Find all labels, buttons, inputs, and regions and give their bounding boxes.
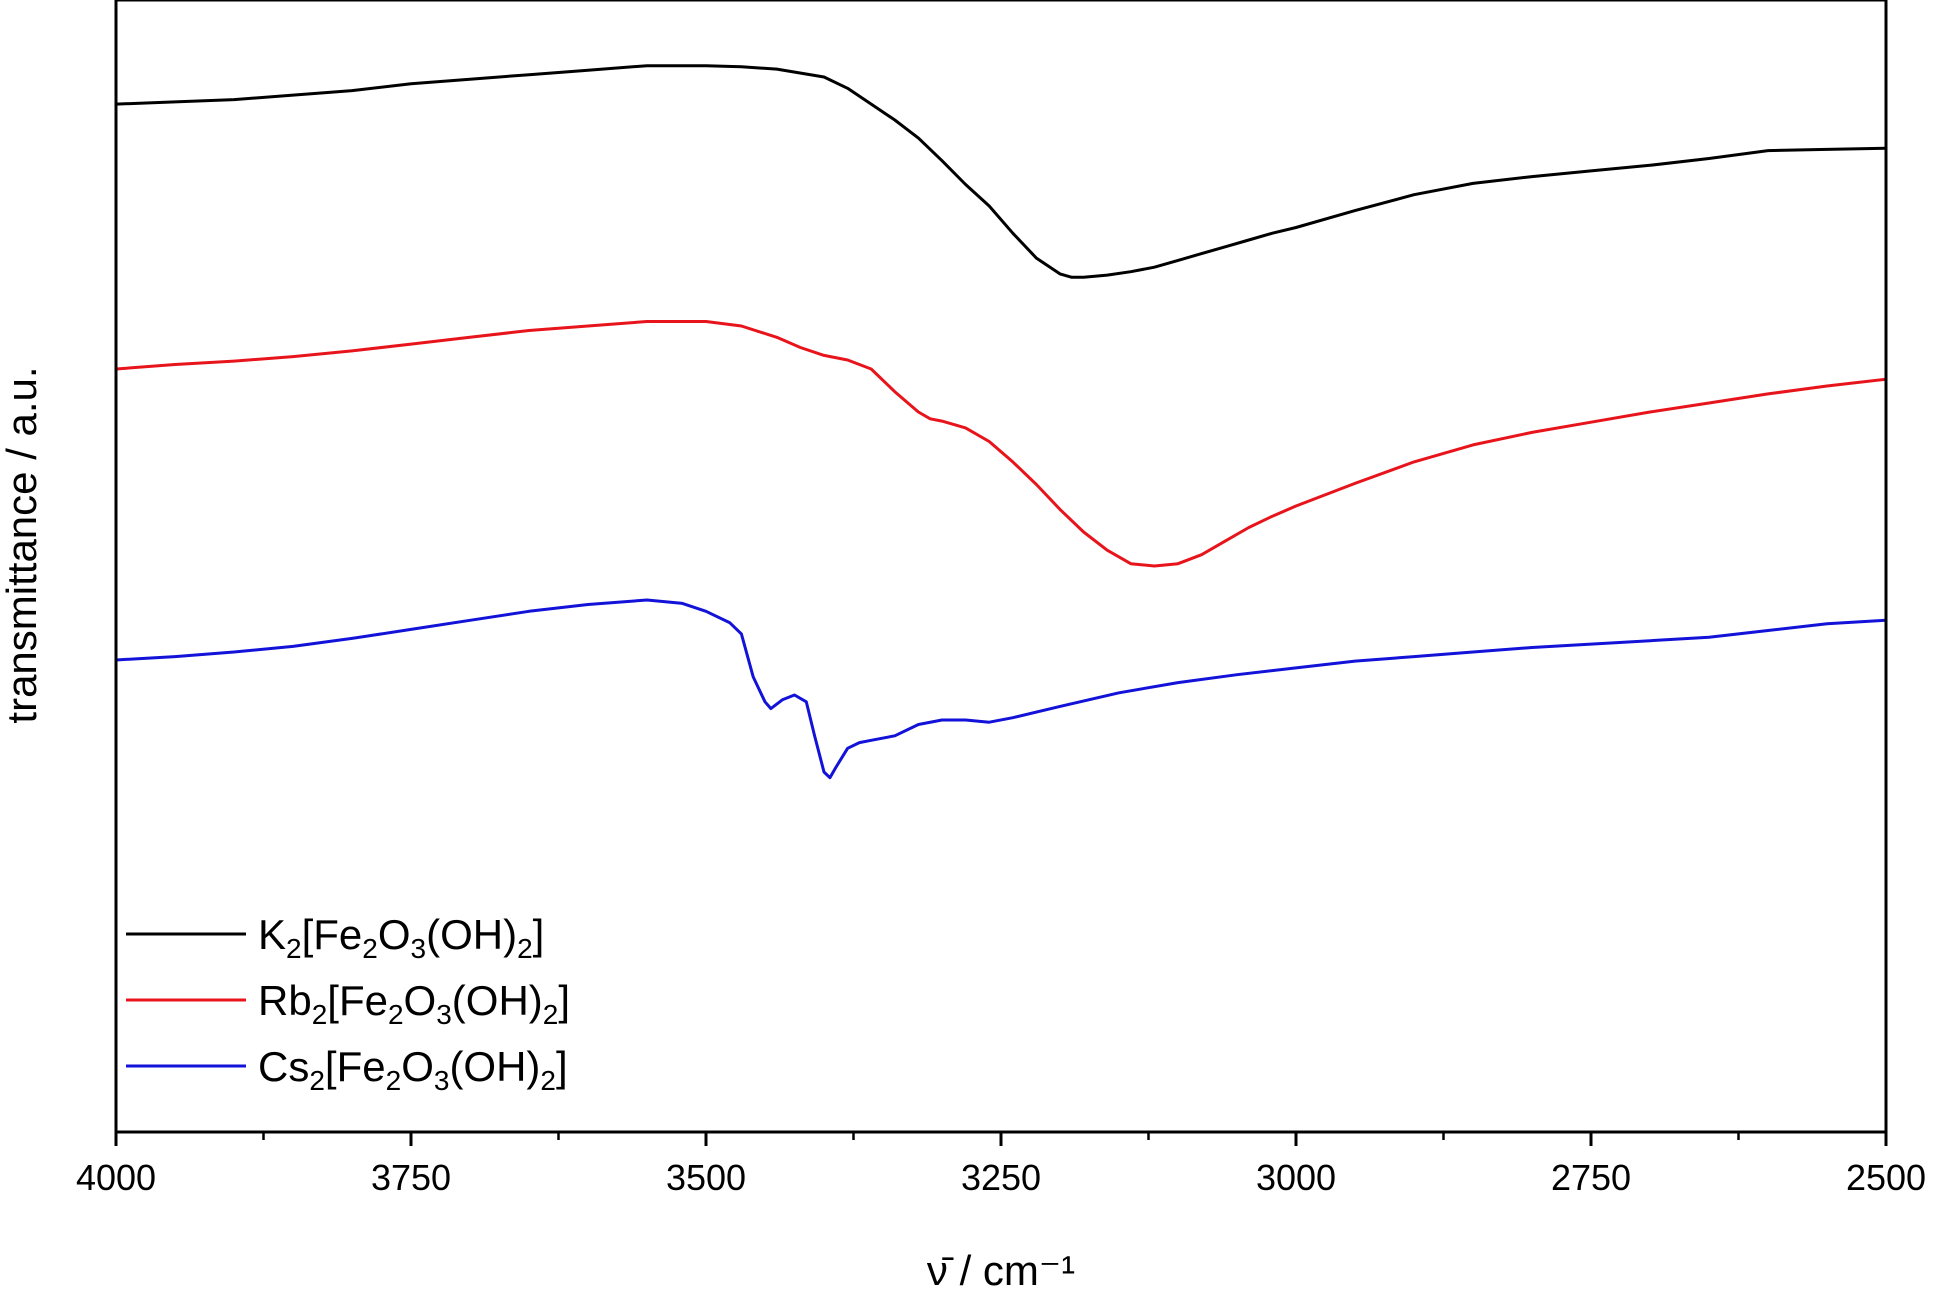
- legend-label-2: Rb2[Fe2O3(OH)2]: [258, 977, 570, 1030]
- series-line-1: [115, 64, 1887, 279]
- series-line-2: [115, 320, 1887, 568]
- x-tick-label: 3250: [961, 1157, 1041, 1198]
- x-tick-label: 3750: [371, 1157, 451, 1198]
- x-tick-label: 3000: [1256, 1157, 1336, 1198]
- legend-label-3: Cs2[Fe2O3(OH)2]: [258, 1043, 568, 1096]
- x-tick-label: 3500: [666, 1157, 746, 1198]
- y-axis-title: transmittance / a.u.: [0, 366, 45, 723]
- legend-label-1: K2[Fe2O3(OH)2]: [258, 911, 544, 964]
- legend: K2[Fe2O3(OH)2] Rb2[Fe2O3(OH)2] Cs2[Fe2O3(O…: [126, 911, 570, 1096]
- x-tick-label: 2750: [1551, 1157, 1631, 1198]
- series-layer: [115, 64, 1887, 780]
- x-axis-ticks: 4000 3750 3500 3250 3000 2750 2500: [76, 1132, 1926, 1198]
- x-tick-label: 2500: [1846, 1157, 1926, 1198]
- series-line-3: [115, 598, 1887, 780]
- x-axis-title: ν̄ / cm⁻¹: [927, 1247, 1075, 1292]
- x-tick-label: 4000: [76, 1157, 156, 1198]
- plot-frame: [114, 0, 1888, 1134]
